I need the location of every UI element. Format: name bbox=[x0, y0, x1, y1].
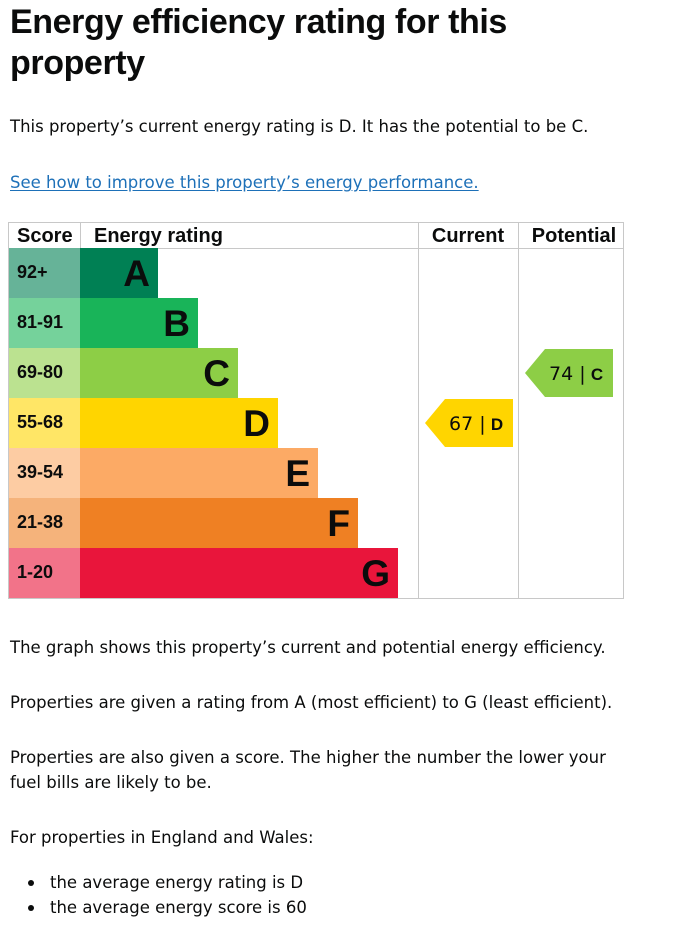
band-score-label: 55-68 bbox=[17, 412, 63, 432]
band-letter-label: E bbox=[285, 453, 310, 494]
score-explanation-text: Properties are also given a score. The h… bbox=[10, 748, 606, 792]
energy-rating-chart: Score Energy rating Current Potential 92+ A 81… bbox=[8, 222, 624, 599]
band-score-label: 21-38 bbox=[17, 512, 63, 532]
band-score-label: 92+ bbox=[17, 262, 48, 282]
band-score-label: 81-91 bbox=[17, 312, 63, 332]
current-rating-letter-label: D bbox=[491, 415, 503, 434]
band-bar-f bbox=[80, 498, 358, 548]
band-score-cell-d bbox=[9, 398, 80, 448]
potential-header: Potential bbox=[532, 225, 616, 247]
averages-list: the average energy rating is D the avera… bbox=[10, 870, 307, 920]
band-score-label: 69-80 bbox=[17, 362, 63, 382]
rating-explanation-text: Properties are given a rating from A (mo… bbox=[10, 693, 613, 712]
list-item: the average energy score is 60 bbox=[10, 895, 307, 920]
band-letter-label: B bbox=[163, 303, 190, 344]
band-score-cell-g bbox=[9, 548, 80, 598]
band-letter-label: A bbox=[123, 253, 150, 294]
band-score-label: 39-54 bbox=[17, 462, 63, 482]
region-intro-text: For properties in England and Wales: bbox=[10, 828, 314, 847]
band-score-cell-b bbox=[9, 298, 80, 348]
band-letter-label: F bbox=[327, 503, 350, 544]
band-bar-b bbox=[80, 298, 198, 348]
band-letter-label: C bbox=[203, 353, 230, 394]
current-rating-score-label: 67 | bbox=[449, 413, 486, 435]
band-bar-g bbox=[80, 548, 398, 598]
band-bar-d bbox=[80, 398, 278, 448]
band-letter-label: D bbox=[243, 403, 270, 444]
band-score-cell-e bbox=[9, 448, 80, 498]
band-score-cell-f bbox=[9, 498, 80, 548]
band-score-cell-c bbox=[9, 348, 80, 398]
energy-rating-header: Energy rating bbox=[94, 225, 223, 247]
current-header: Current bbox=[432, 225, 505, 247]
band-bar-c bbox=[80, 348, 238, 398]
band-bar-e bbox=[80, 448, 318, 498]
current-rating-arrow bbox=[425, 399, 513, 447]
list-item: the average energy rating is D bbox=[10, 870, 307, 895]
intro-text: This property’s current energy rating is… bbox=[10, 117, 589, 136]
band-bar-a bbox=[80, 248, 158, 298]
improve-performance-link[interactable]: See how to improve this property’s energ… bbox=[10, 173, 479, 192]
potential-rating-arrow bbox=[525, 349, 613, 397]
band-letter-label: G bbox=[361, 553, 390, 594]
page-title: Energy efficiency rating for this proper… bbox=[10, 3, 507, 82]
potential-rating-letter-label: C bbox=[591, 365, 603, 384]
score-header: Score bbox=[17, 225, 73, 247]
band-score-label: 1-20 bbox=[17, 562, 53, 582]
band-score-cell-a bbox=[9, 248, 80, 298]
potential-rating-score-label: 74 | bbox=[549, 363, 586, 385]
graph-explanation-text: The graph shows this property’s current … bbox=[10, 638, 606, 657]
